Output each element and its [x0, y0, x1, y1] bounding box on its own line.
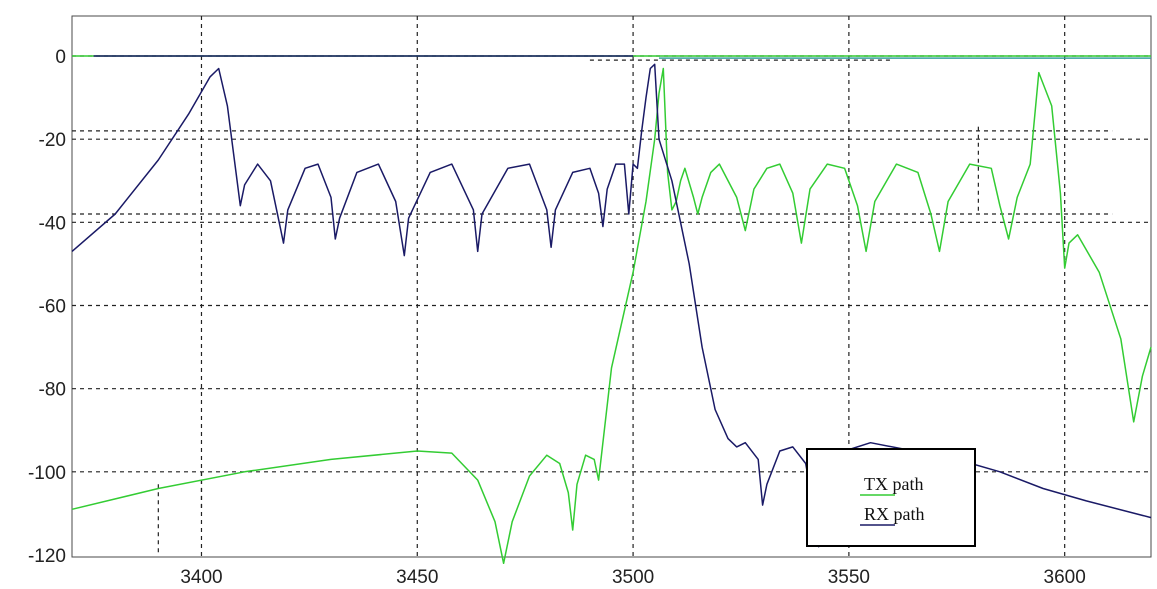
- plot-area: [71, 15, 1152, 558]
- x-tick-label: 3450: [396, 567, 438, 588]
- x-tick-label: 3500: [612, 567, 654, 588]
- series-line: [71, 63, 1152, 548]
- y-tick-label: -100: [28, 463, 66, 484]
- dashed-reference-markers: [72, 59, 1113, 555]
- x-tick-label: 3400: [180, 567, 222, 588]
- legend: TX path RX path: [806, 448, 976, 547]
- legend-box: [806, 448, 976, 547]
- y-tick-label: -40: [39, 213, 66, 234]
- y-tick-label: 0: [55, 47, 66, 68]
- series-line: [71, 67, 1152, 565]
- legend-label: TX path: [864, 474, 923, 494]
- y-axis-tick-labels: 0 -20 -40 -60 -80 -100 -120: [28, 47, 66, 567]
- series-lines: [71, 55, 1152, 565]
- legend-label: RX path: [864, 504, 925, 524]
- x-tick-label: 3600: [1044, 567, 1086, 588]
- y-tick-label: -120: [28, 546, 66, 567]
- x-axis-tick-labels: 3400 3450 3500 3550 3600: [180, 567, 1085, 588]
- y-tick-label: -80: [39, 380, 66, 401]
- y-tick-label: -20: [39, 130, 66, 151]
- x-tick-label: 3550: [828, 567, 870, 588]
- y-tick-label: -60: [39, 297, 66, 318]
